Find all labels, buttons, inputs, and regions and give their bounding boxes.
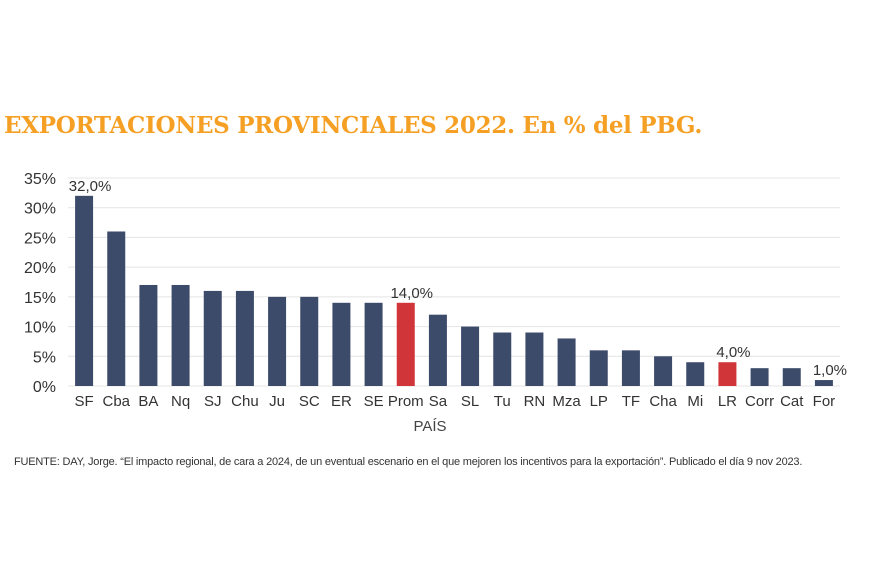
bar-nq [171, 284, 190, 386]
bar-cba [107, 231, 126, 386]
x-tick-label: For [813, 393, 836, 410]
chart-title: EXPORTACIONES PROVINCIALES 2022. En % de… [4, 112, 703, 139]
y-tick-label: 5% [33, 349, 56, 366]
data-labels: 32,0% 14,0% 4,0% 1,0% [69, 178, 847, 379]
bar-sc [300, 296, 319, 386]
bar-corr [750, 368, 769, 386]
data-label: 4,0% [716, 344, 750, 361]
bar-mi [686, 362, 705, 386]
bar-rn [525, 332, 544, 386]
y-tick-label: 25% [24, 230, 56, 247]
x-axis-label: PAÍS [413, 418, 446, 435]
source-note: FUENTE: DAY, Jorge. “El impacto regional… [14, 456, 803, 468]
x-axis-tick-labels: SF Cba BA Nq SJ Chu Ju SC ER SE Prom Sa SL Tu RN Mza LP T… [74, 393, 835, 410]
x-tick-label: Ju [269, 393, 285, 410]
data-label: 32,0% [69, 178, 112, 195]
x-tick-label: Mi [687, 393, 703, 410]
x-tick-label: Mza [552, 393, 581, 410]
x-tick-label: ER [331, 393, 352, 410]
x-tick-label: RN [524, 393, 546, 410]
bar-cha [654, 356, 673, 386]
y-tick-label: 15% [24, 290, 56, 307]
x-tick-label: SC [299, 393, 320, 410]
bar-lr [718, 362, 737, 386]
bar-for [814, 380, 833, 386]
x-tick-label: Cat [780, 393, 804, 410]
bar-tu [493, 332, 512, 386]
bar-sf [75, 195, 94, 386]
gridlines [68, 177, 840, 387]
x-tick-label: LP [590, 393, 608, 410]
bar-se [364, 302, 383, 386]
bar-sl [461, 326, 480, 386]
y-tick-label: 30% [24, 201, 56, 218]
bar-er [332, 302, 351, 386]
x-tick-label: Nq [171, 393, 190, 410]
x-tick-label: Prom [388, 393, 424, 410]
data-label: 14,0% [390, 285, 433, 302]
bar-lp [589, 350, 608, 386]
bar-cat [782, 368, 801, 386]
x-tick-label: Sa [429, 393, 448, 410]
x-tick-label: SL [461, 393, 479, 410]
x-tick-label: SE [364, 393, 384, 410]
bar-ju [268, 296, 287, 386]
bars [75, 195, 833, 386]
x-tick-label: Corr [745, 393, 774, 410]
bar-tf [621, 350, 640, 386]
x-tick-label: Chu [231, 393, 259, 410]
bar-ba [139, 284, 158, 386]
bar-chu [235, 290, 254, 386]
bar-prom [396, 302, 415, 386]
y-tick-label: 0% [33, 379, 56, 396]
x-tick-label: TF [622, 393, 640, 410]
bar-sj [203, 290, 222, 386]
y-tick-label: 35% [24, 171, 56, 188]
x-tick-label: Tu [494, 393, 511, 410]
x-tick-label: LR [718, 393, 737, 410]
y-tick-label: 10% [24, 320, 56, 337]
x-tick-label: SF [74, 393, 93, 410]
x-tick-label: Cha [649, 393, 677, 410]
y-axis-tick-labels: 0% 5% 10% 15% 20% 25% 30% 35% [24, 171, 56, 396]
x-tick-label: SJ [204, 393, 222, 410]
x-tick-label: BA [138, 393, 158, 410]
data-label: 1,0% [813, 362, 847, 379]
bar-chart: 0%5%10%15%20%25%30%35% SF Cba BA Nq SJ Chu Ju S… [24, 171, 847, 435]
bar-mza [557, 338, 576, 386]
x-tick-label: Cba [102, 393, 130, 410]
y-tick-label: 20% [24, 260, 56, 277]
bar-sa [428, 314, 447, 386]
